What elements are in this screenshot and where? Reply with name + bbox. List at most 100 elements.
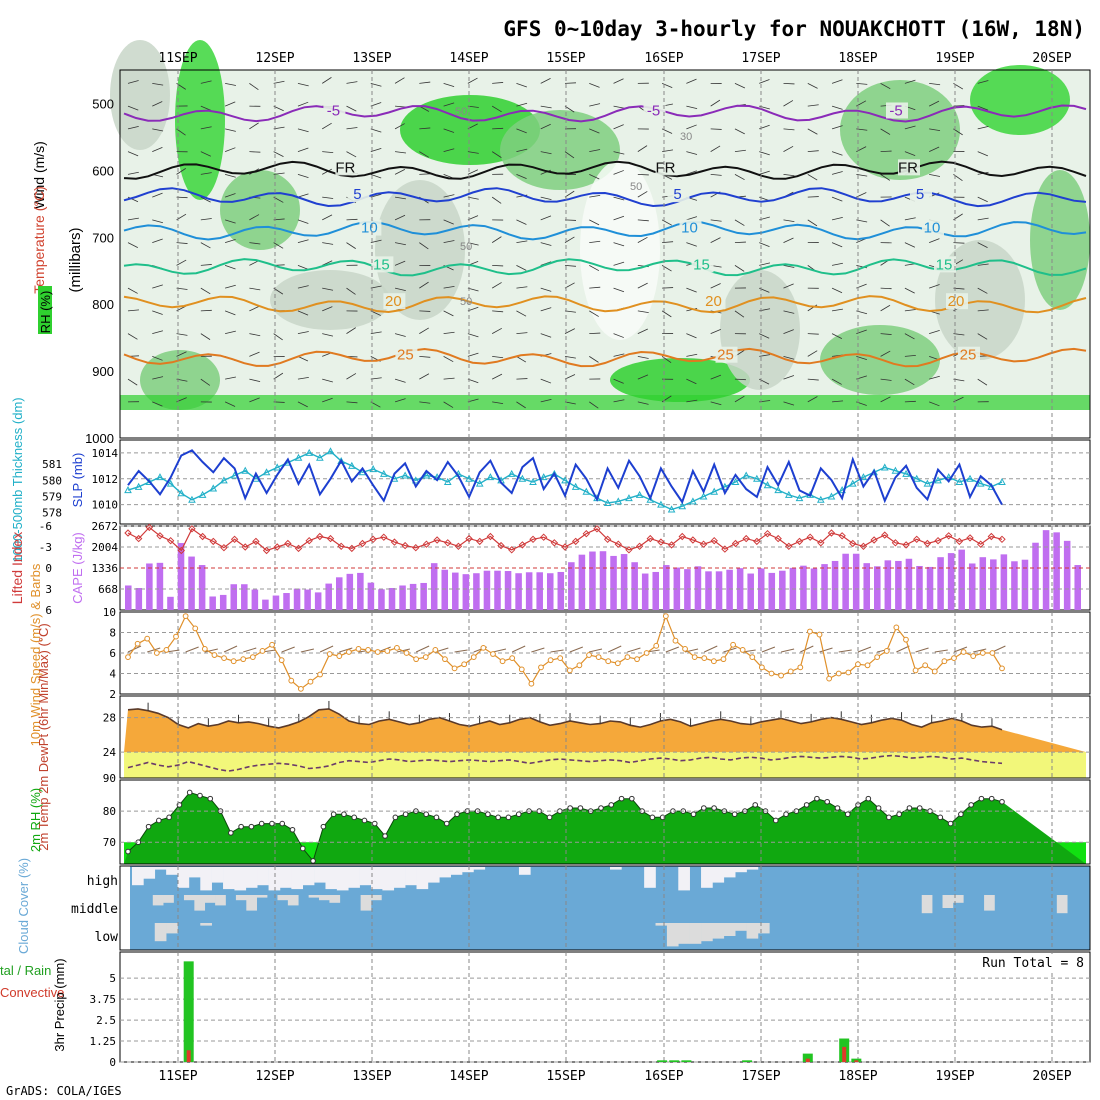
cape-bar — [546, 573, 554, 610]
rh-point — [382, 833, 388, 839]
wind-barb — [637, 401, 649, 405]
rh-shading — [375, 180, 465, 320]
cape-bar — [1032, 542, 1039, 610]
wind-barb — [807, 174, 818, 181]
total-precip-bar — [657, 1060, 668, 1062]
thickness-point — [603, 498, 612, 506]
cloud-cell — [439, 867, 451, 878]
convective-precip-bar — [854, 1060, 859, 1062]
wind-barb — [346, 218, 358, 221]
isotherm-label: FR — [898, 159, 918, 176]
cape-bar — [715, 571, 723, 610]
rh-point — [567, 805, 573, 811]
wind-barb — [516, 356, 527, 363]
wind-barb — [225, 82, 236, 86]
cape-tick: 668 — [98, 583, 118, 596]
wind-speed-point — [720, 656, 727, 663]
cloud-cell — [359, 867, 372, 886]
thickness-point — [763, 481, 772, 489]
wind-speed-point — [586, 652, 592, 658]
wind-barb — [880, 150, 892, 153]
rh-point — [361, 817, 368, 824]
thickness-point — [262, 468, 271, 476]
rh-shading — [175, 40, 225, 200]
cloud-cell — [746, 923, 759, 939]
cape-bar — [1011, 561, 1018, 610]
cape-bar — [1053, 532, 1060, 610]
cape-bar — [1021, 559, 1029, 610]
slp-axis-label: SLP (mb) — [70, 453, 85, 508]
li-point — [220, 543, 228, 552]
cape-bar — [874, 566, 881, 610]
li-point — [561, 543, 569, 551]
wind-barb — [297, 310, 309, 316]
wind-barb — [564, 282, 575, 289]
wind-barb — [346, 287, 356, 295]
isotherm-label-bg — [335, 159, 358, 176]
rh-point — [371, 820, 378, 827]
wind-speed-point — [643, 650, 650, 656]
rh-point — [289, 826, 296, 833]
li-point — [742, 534, 750, 543]
wind-speed-point — [490, 651, 496, 657]
wind-speed-point — [653, 642, 660, 649]
thickness-point — [188, 495, 196, 503]
cape-bar — [399, 585, 406, 610]
wind-barb — [734, 174, 745, 181]
wind-barb — [929, 128, 941, 131]
wind-barb — [225, 376, 236, 380]
total-precip-bar — [669, 1060, 680, 1062]
wind-barb — [322, 378, 333, 383]
wind-barb — [831, 242, 843, 248]
precip-tick: 1.25 — [90, 1035, 117, 1048]
cape-bar — [631, 562, 638, 610]
wind-barb — [297, 219, 309, 224]
wind-barb — [856, 355, 867, 360]
precip-panel: 0 1.25 2.5 3.75 5 Run Total = 8 tal / Rain Conv… — [0, 951, 1091, 1069]
rh-point — [186, 789, 193, 796]
cape-bar — [705, 571, 712, 610]
surface-wind-barb — [396, 648, 411, 653]
wind-barb — [370, 102, 382, 107]
bottom-date-tick: 15SEP — [546, 1069, 585, 1084]
rh-tick: 70 — [103, 836, 116, 849]
wind-barb — [273, 333, 283, 341]
surface-wind-barb — [857, 646, 872, 653]
wind-barb — [686, 378, 697, 385]
wind-speed-point — [403, 650, 410, 656]
wind-barb — [127, 171, 139, 175]
wind-speed-point — [240, 656, 247, 663]
thickness-point — [923, 479, 932, 487]
wind-barb — [783, 401, 795, 406]
wind-barb — [467, 196, 479, 200]
thickness-point — [209, 484, 218, 492]
wind-barb — [589, 83, 600, 88]
cape-bar — [1042, 530, 1050, 610]
wind-speed-point — [749, 654, 756, 660]
wind-barb — [491, 373, 503, 380]
wind-barb — [807, 196, 819, 198]
pressure-tick: 600 — [92, 163, 114, 178]
rh-point — [125, 848, 131, 855]
wind-speed-point — [163, 647, 170, 653]
wind-barb — [127, 126, 139, 130]
thickness-point — [518, 474, 527, 482]
wind-speed-point — [269, 641, 275, 648]
wind-barb — [394, 242, 406, 246]
wind-barb — [127, 105, 139, 111]
wind-speed-point — [566, 667, 573, 674]
thickness-point — [443, 477, 452, 485]
thickness-point — [337, 456, 346, 464]
li-point — [966, 534, 974, 542]
wind-barb — [297, 239, 309, 244]
wind-speed-point — [787, 668, 794, 675]
li-point — [486, 532, 495, 541]
wind-barb — [807, 104, 819, 107]
slp-frame — [119, 439, 1091, 525]
isotherm-label: 25 — [717, 347, 734, 364]
cape-bar — [452, 572, 459, 610]
isotherm-label-bg — [958, 346, 980, 363]
li-point — [134, 534, 143, 543]
wind-barb — [807, 150, 819, 153]
